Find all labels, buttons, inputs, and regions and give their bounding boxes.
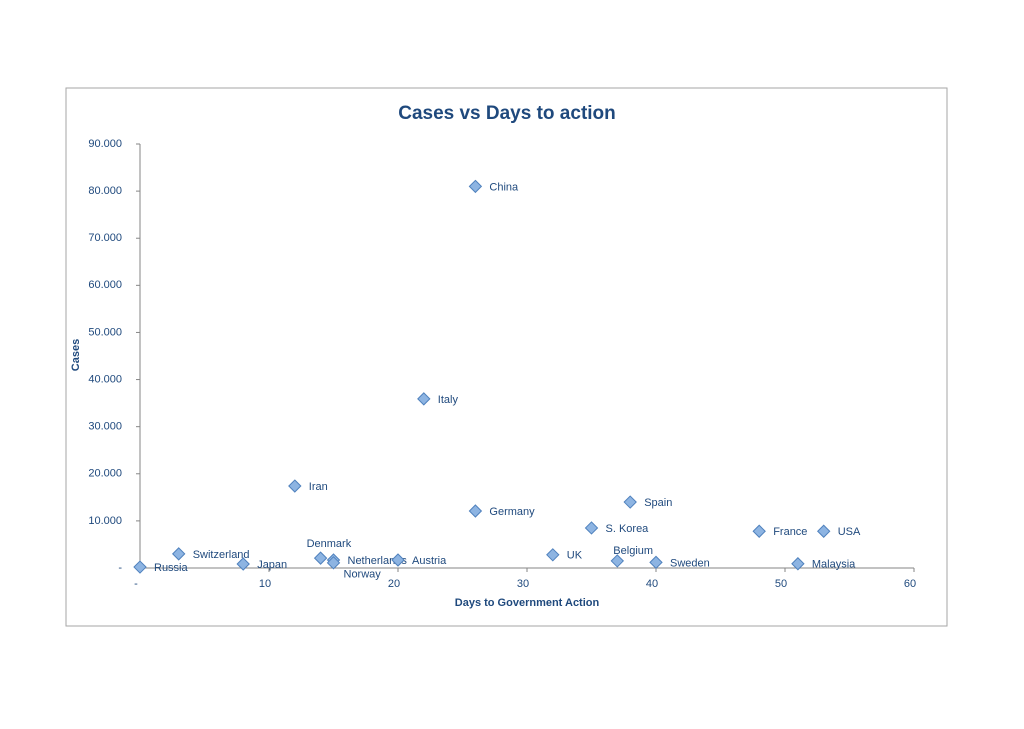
point-label: Austria	[412, 555, 447, 567]
point-label: UK	[567, 550, 583, 562]
x-tick-label: 30	[517, 578, 529, 590]
point-label: Denmark	[307, 538, 352, 550]
page: Cases vs Days to action Days to Governme…	[0, 0, 1024, 729]
point-label: Italy	[438, 394, 459, 406]
y-axis-label: Cases	[70, 339, 82, 371]
y-tick-label: 10.000	[88, 515, 122, 527]
y-tick-label: 40.000	[88, 373, 122, 385]
y-tick-label: 60.000	[88, 279, 122, 291]
y-tick-label: 50.000	[88, 326, 122, 338]
point-label: Iran	[309, 481, 328, 493]
x-tick-label: -	[134, 578, 138, 590]
x-axis-label: Days to Government Action	[455, 597, 600, 609]
point-label: China	[489, 181, 519, 193]
chart-frame	[66, 88, 947, 626]
point-label: Sweden	[670, 557, 710, 569]
point-label: Norway	[344, 569, 382, 581]
x-tick-label: 20	[388, 578, 400, 590]
chart-title: Cases vs Days to action	[398, 103, 616, 124]
point-label: Spain	[644, 497, 672, 509]
point-label: Japan	[257, 559, 287, 571]
y-tick-label: 70.000	[88, 232, 122, 244]
x-tick-label: 10	[259, 578, 271, 590]
point-label: S. Korea	[606, 523, 650, 535]
y-tick-label: 30.000	[88, 421, 122, 433]
x-tick-label: 50	[775, 578, 787, 590]
point-label: Switzerland	[193, 549, 250, 561]
point-label: Russia	[154, 562, 189, 574]
y-tick-label: 80.000	[88, 185, 122, 197]
y-tick-label: 20.000	[88, 468, 122, 480]
y-tick-label: 90.000	[88, 138, 122, 150]
x-tick-label: 40	[646, 578, 658, 590]
chart: Cases vs Days to action Days to Governme…	[0, 0, 1024, 724]
point-label: USA	[838, 526, 861, 538]
point-label: Belgium	[613, 545, 653, 557]
y-tick-label: -	[118, 562, 122, 574]
point-label: France	[773, 526, 807, 538]
point-label: Malaysia	[812, 559, 856, 571]
point-label: Germany	[489, 506, 535, 518]
x-tick-label: 60	[904, 578, 916, 590]
